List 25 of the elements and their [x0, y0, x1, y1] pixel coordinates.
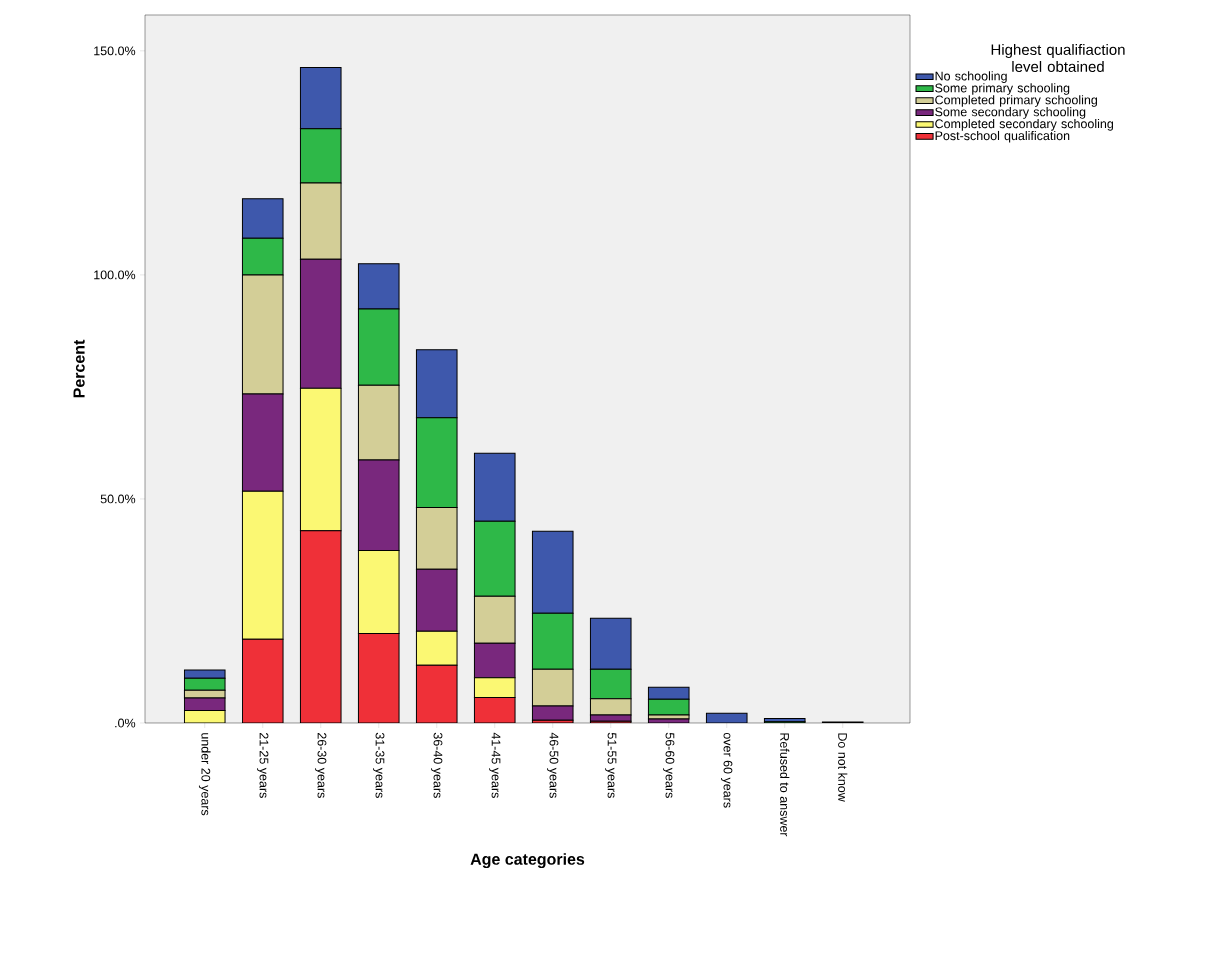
- x-tick-label: under 20 years: [198, 733, 211, 816]
- legend-label: Completed primary schooling: [935, 95, 1098, 107]
- x-tick-label: 26-30 years: [315, 732, 327, 798]
- y-tick-label: 50.0%: [100, 494, 136, 504]
- x-tick-label: Do not know: [838, 733, 848, 802]
- y-tick-label: .0%: [115, 718, 136, 728]
- y-axis-title: Percent: [73, 339, 85, 398]
- x-tick-label: 51-55 years: [605, 732, 617, 798]
- x-tick-label: 46-50 years: [547, 732, 559, 798]
- x-tick-label: Refused to answer: [780, 733, 790, 837]
- legend-label: Post-school qualification: [935, 130, 1070, 143]
- legend-title: Highest qualifiaction level obtained: [991, 43, 1125, 72]
- x-tick-label: over 60 years: [721, 732, 733, 808]
- x-tick-label: 56-60 years: [663, 732, 675, 798]
- y-tick-label: 100.0%: [94, 270, 136, 280]
- x-tick-label: 31-35 years: [373, 732, 385, 798]
- x-axis-title: Age categories: [470, 853, 585, 869]
- legend-label: No schooling: [935, 71, 1007, 83]
- x-tick-label: 36-40 years: [431, 732, 443, 798]
- legend-label: Some primary schooling: [935, 83, 1070, 95]
- x-tick-label: 41-45 years: [489, 732, 501, 798]
- legend-label: Completed secondary schooling: [935, 119, 1114, 131]
- legend-label: Some secondary schooling: [935, 107, 1086, 119]
- y-tick-label: 150.0%: [94, 46, 136, 56]
- x-tick-label: 21-25 years: [257, 732, 269, 798]
